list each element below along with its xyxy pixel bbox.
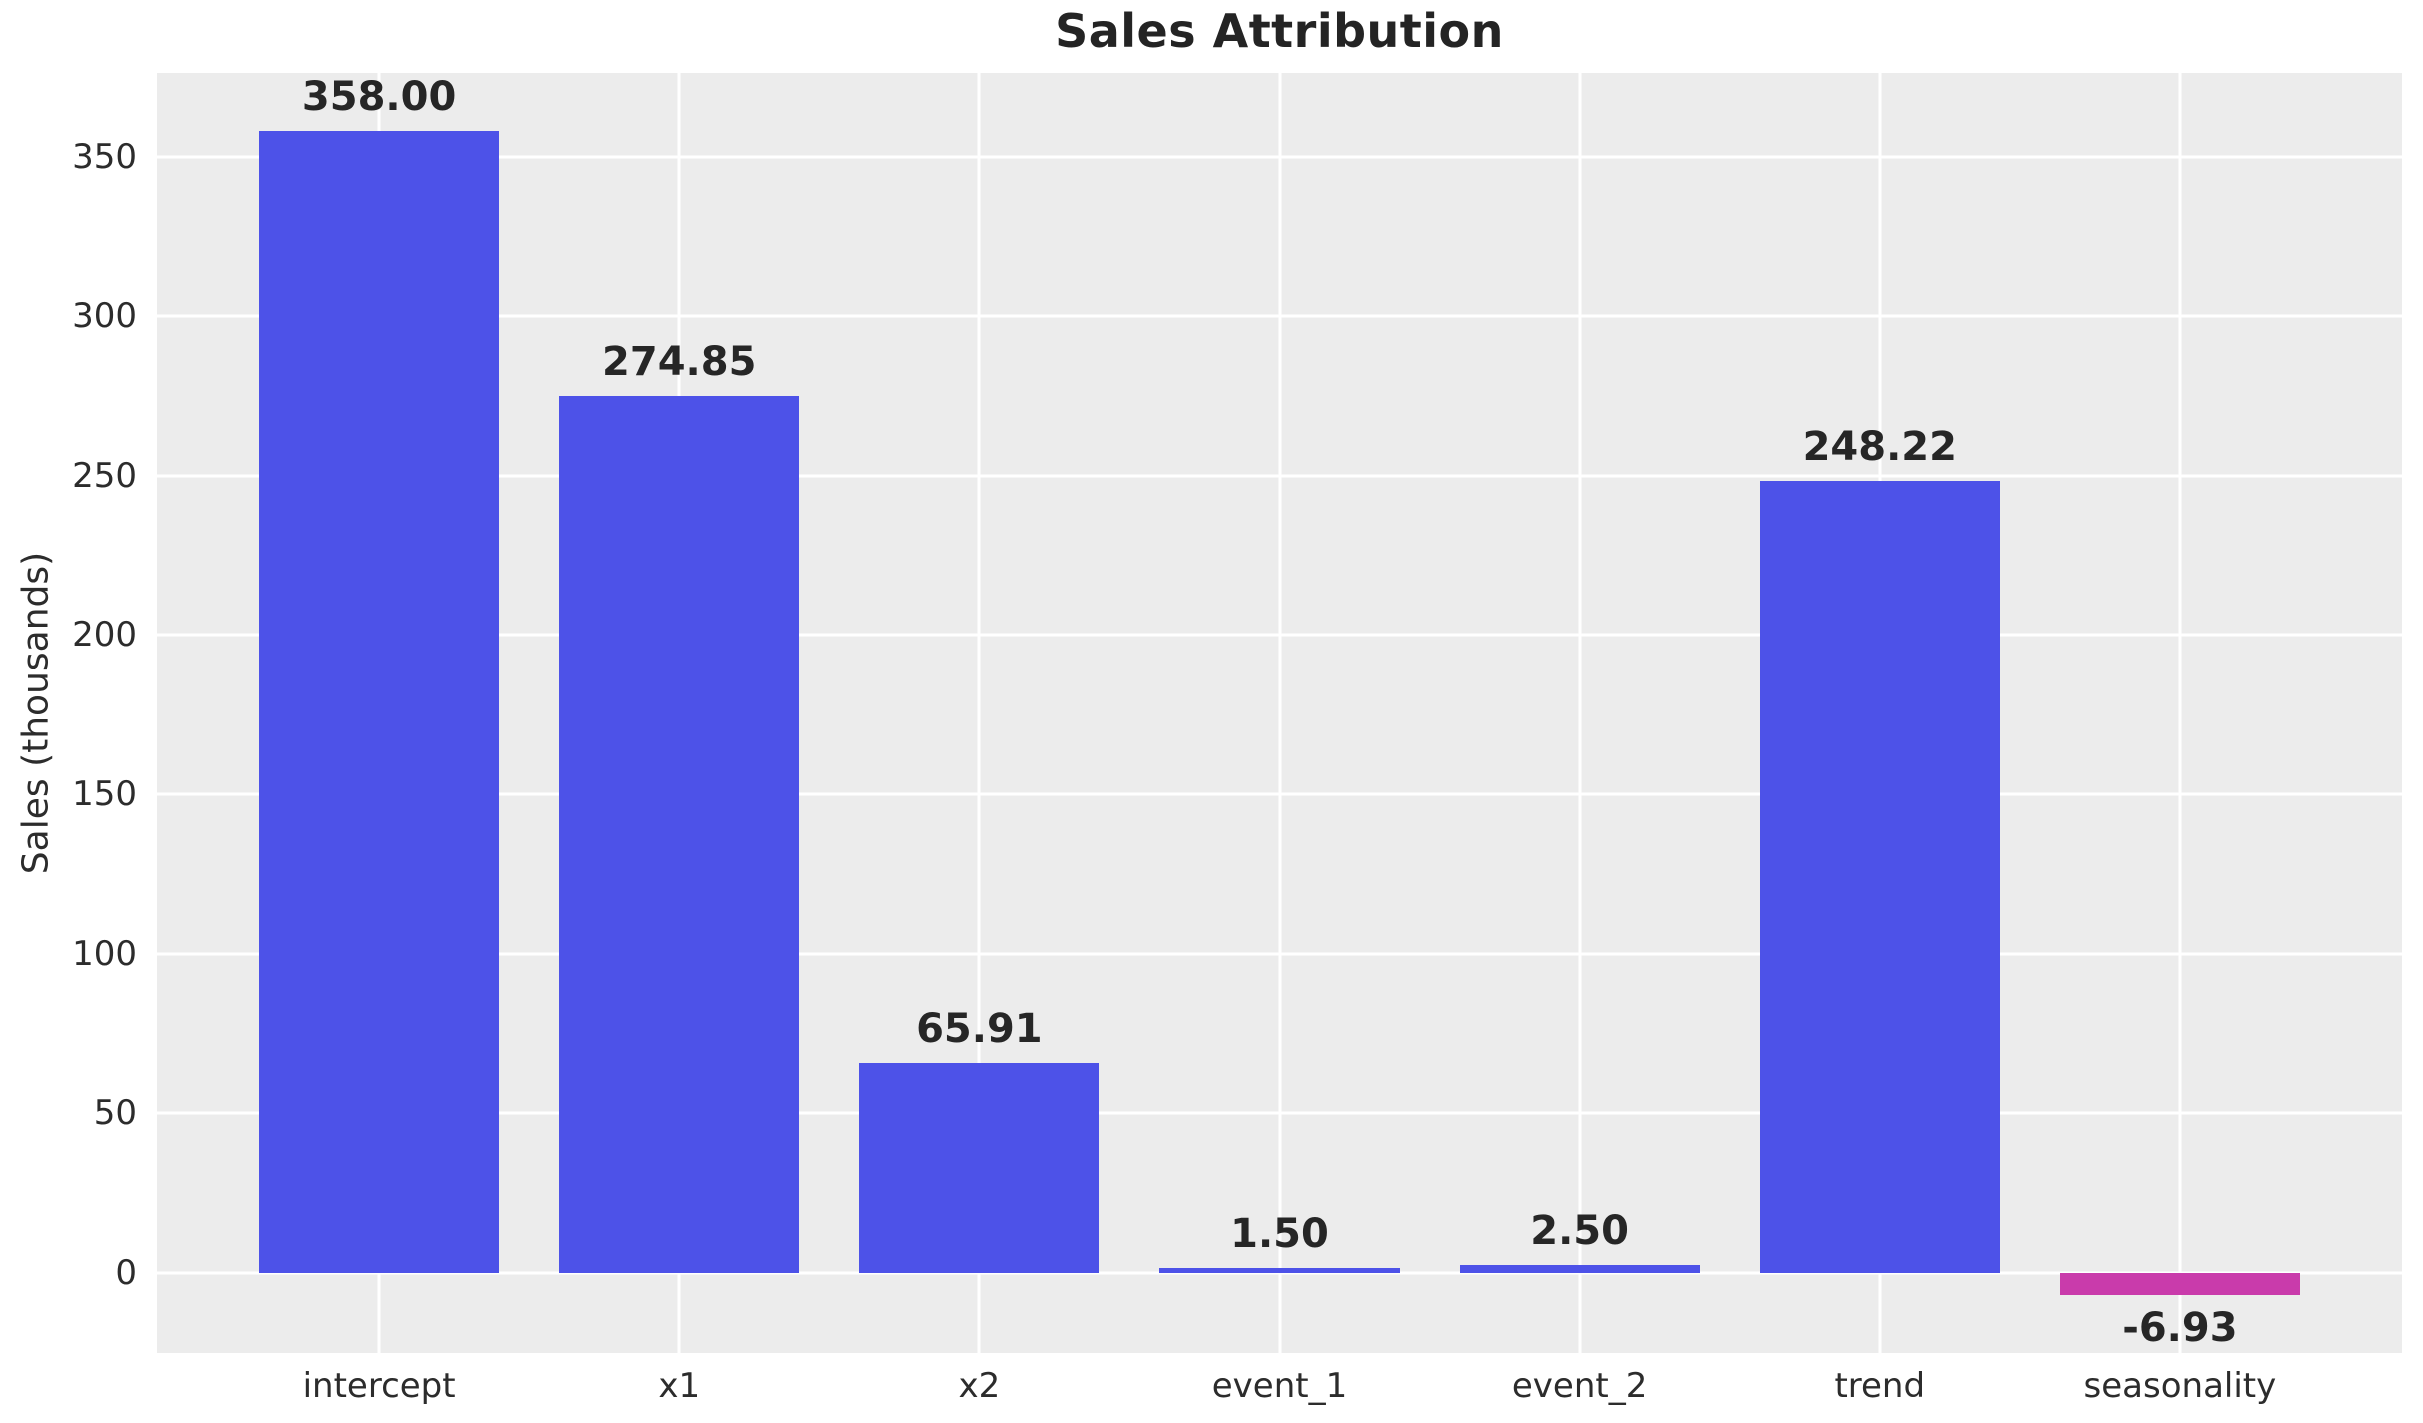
value-label-seasonality: -6.93 [2122,1304,2238,1351]
y-tick-label: 200 [72,615,137,656]
gridline-vertical [1578,73,1582,1353]
chart-title: Sales Attribution [1055,4,1504,58]
bar-trend [1759,481,2000,1273]
bar-x1 [559,396,800,1273]
bar-intercept [259,131,500,1273]
gridline-vertical [1278,73,1281,1353]
bar-event_2 [1459,1264,1700,1273]
bar-x2 [859,1062,1100,1273]
y-tick-label: 350 [72,136,137,177]
x-tick-label-x1: x1 [658,1366,701,1406]
gridline-vertical [977,73,981,1353]
y-tick-label: 300 [72,296,137,337]
y-axis-label: Sales (thousands) [15,551,57,875]
bar-seasonality [2059,1272,2300,1295]
x-tick-label-event_1: event_1 [1211,1366,1348,1406]
value-label-x2: 65.91 [916,1005,1043,1052]
plot-area: 358.00 274.85 65.91 1.50 2.50 248.22 -6.93 [157,73,2402,1353]
value-label-x1: 274.85 [602,339,757,386]
x-tick-label-intercept: intercept [302,1366,456,1406]
x-tick-label-seasonality: seasonality [2083,1366,2277,1406]
x-tick-label-trend: trend [1834,1366,1926,1406]
gridline-vertical [2178,73,2182,1353]
y-tick-label: 0 [115,1252,137,1293]
value-label-trend: 248.22 [1802,424,1957,471]
bar-event_1 [1159,1267,1400,1273]
y-tick-label: 150 [72,774,137,815]
y-tick-label: 250 [72,455,137,496]
value-label-intercept: 358.00 [301,74,457,121]
x-tick-label-x2: x2 [958,1366,1001,1406]
value-label-event_1: 1.50 [1230,1210,1329,1257]
y-tick-label: 50 [93,1093,137,1134]
y-tick-label: 100 [72,933,137,974]
value-label-event_2: 2.50 [1530,1207,1629,1254]
x-tick-label-event_2: event_2 [1511,1366,1648,1406]
